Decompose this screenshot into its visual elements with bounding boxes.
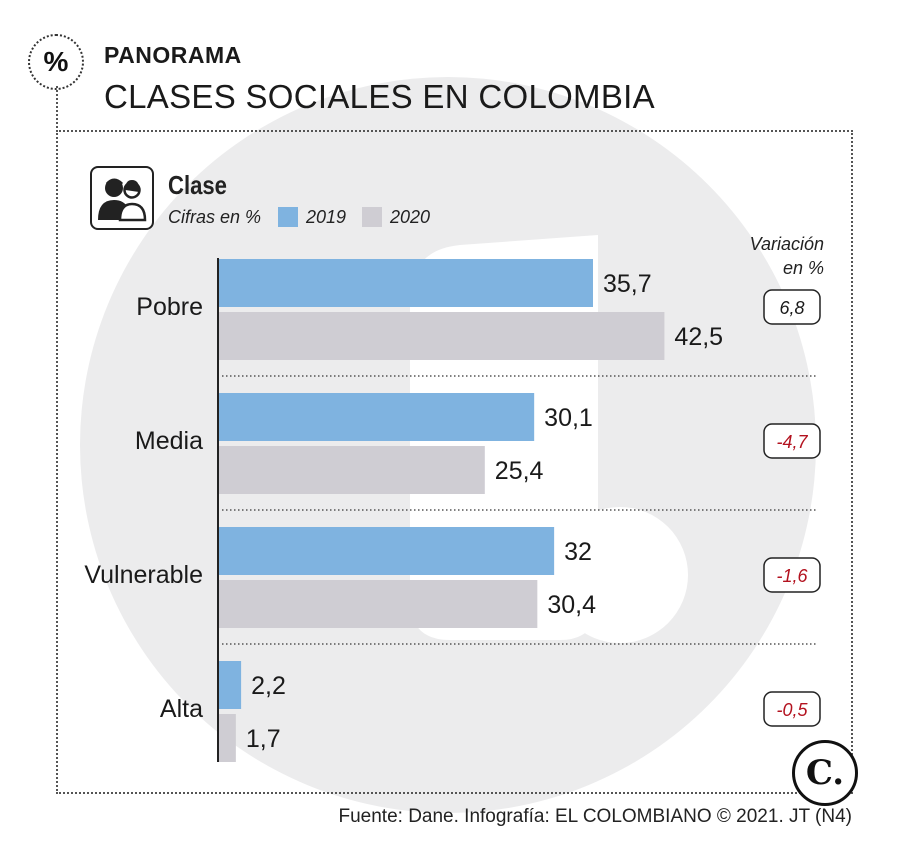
legend-label-2020: 2020 [390, 207, 431, 227]
variation-box-pobre [763, 289, 821, 325]
variation-title: Variación en % [750, 232, 824, 280]
legend-swatch-2020 [362, 207, 382, 227]
variation-value-alta: -0,5 [776, 700, 808, 720]
variation-box-alta [763, 691, 821, 727]
value-label-2019-media: 30,1 [544, 404, 593, 432]
bar-2019-pobre [218, 259, 593, 307]
value-label-2020-vulnerable: 30,4 [547, 591, 596, 619]
bar-2019-vulnerable [218, 527, 555, 575]
unit-note: Cifras en % [168, 207, 262, 227]
bar-2020-vulnerable [218, 580, 538, 628]
percent-symbol: % [43, 46, 69, 77]
frame-connector [56, 86, 58, 132]
variation-value-media: -4,7 [776, 432, 808, 452]
category-label-pobre: Pobre [136, 293, 203, 321]
category-label-media: Media [135, 427, 203, 455]
variation-title-line2: en % [782, 258, 824, 278]
variation-value-vulnerable: -1,6 [776, 566, 808, 586]
bar-2020-pobre [218, 312, 665, 360]
value-label-2019-alta: 2,2 [251, 672, 286, 700]
value-label-2020-pobre: 42,5 [674, 323, 723, 351]
legend-swatch-2019 [278, 207, 298, 227]
logo-text: C. [805, 753, 845, 793]
variation-value-pobre: 6,8 [779, 298, 804, 318]
variation-box-media [763, 423, 821, 459]
variation-box-vulnerable [763, 557, 821, 593]
legend-label-2019: 2019 [306, 207, 347, 227]
brand-logo: C. [792, 740, 858, 806]
bar-2019-alta [218, 661, 242, 709]
page-title: CLASES SOCIALES EN COLOMBIA [104, 78, 655, 115]
people-icon [90, 166, 154, 230]
chart-frame [56, 130, 853, 794]
panel-title: Clase [168, 170, 227, 200]
variation-title-line1: Variación [749, 234, 824, 254]
value-label-2020-alta: 1,7 [246, 725, 281, 753]
value-label-2020-media: 25,4 [495, 457, 544, 485]
section-kicker: PANORAMA [104, 42, 242, 68]
value-label-2019-pobre: 35,7 [603, 270, 652, 298]
category-label-alta: Alta [160, 695, 203, 723]
bar-2020-media [218, 446, 485, 494]
value-label-2019-vulnerable: 32 [564, 538, 592, 566]
bar-2020-alta [218, 714, 236, 762]
source-footer: Fuente: Dane. Infografía: EL COLOMBIANO … [338, 806, 852, 827]
bar-2019-media [218, 393, 535, 441]
category-label-vulnerable: Vulnerable [84, 561, 203, 589]
